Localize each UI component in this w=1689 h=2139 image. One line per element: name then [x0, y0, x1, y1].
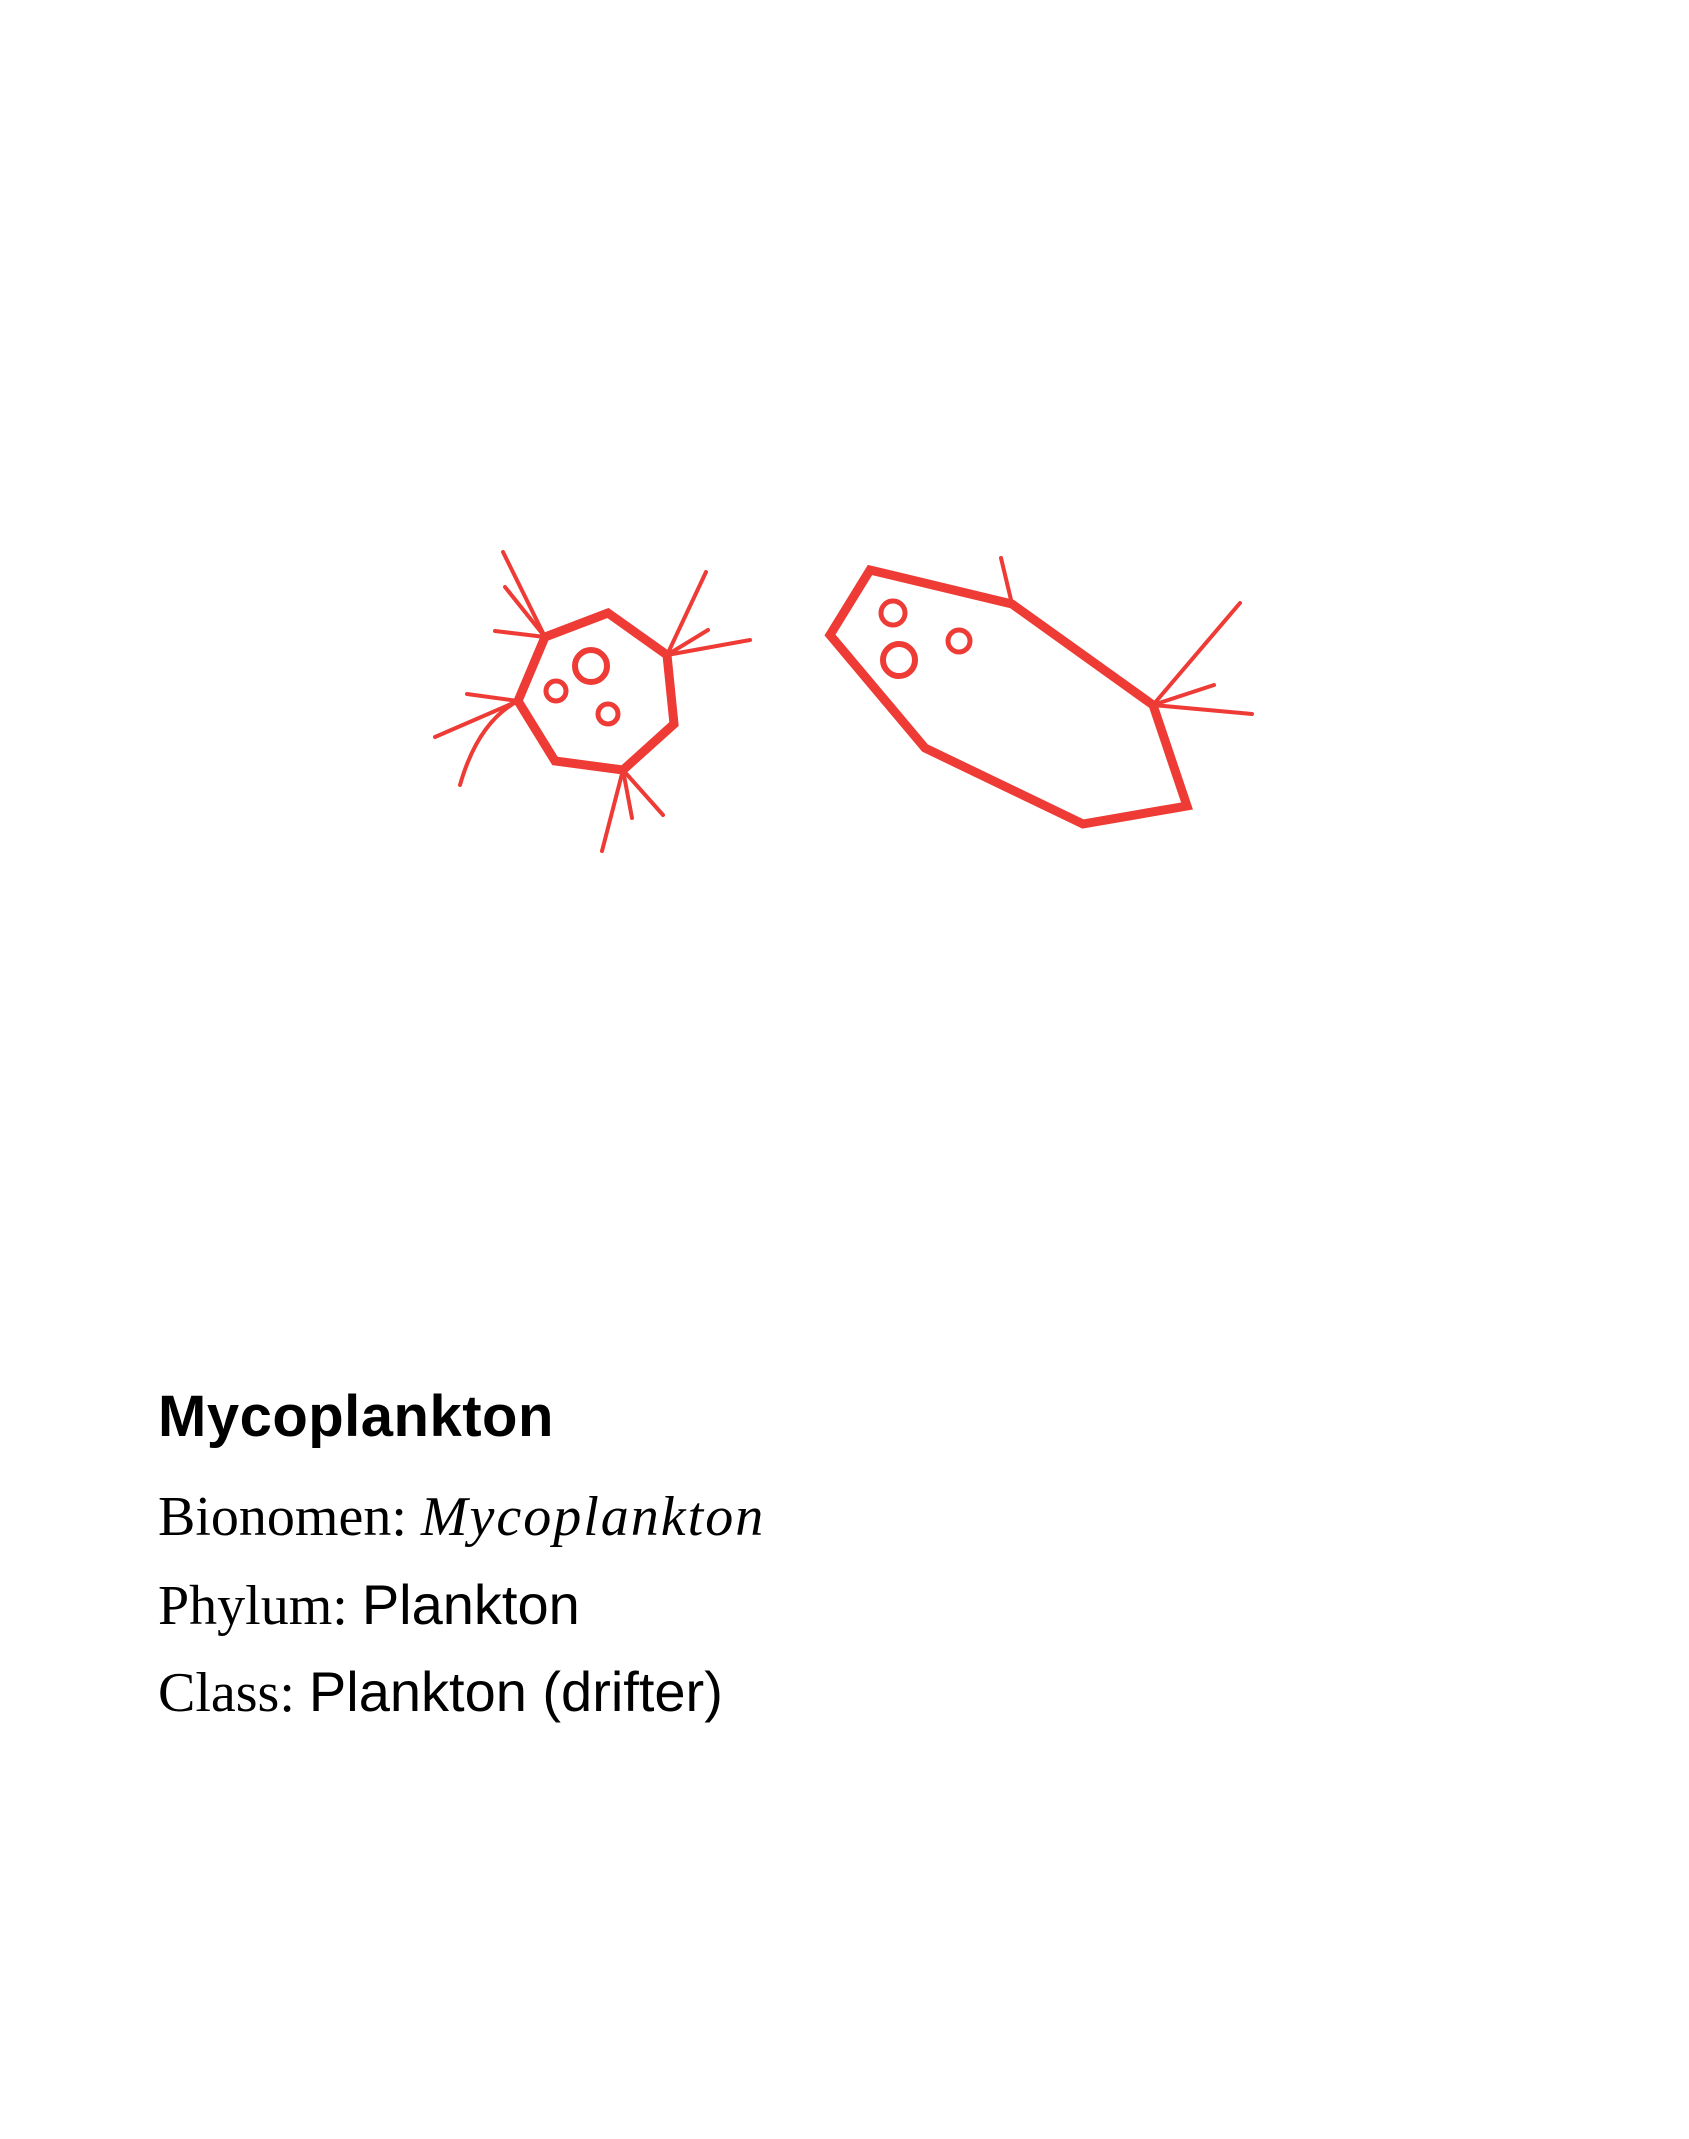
class-label: Class: — [158, 1662, 309, 1724]
elongated-plankton-cell-icon — [824, 556, 1254, 829]
bionomen-label: Bionomen: — [158, 1486, 421, 1548]
phylum-value: Plankton — [361, 1573, 580, 1636]
round-plankton-cell-icon — [433, 550, 752, 853]
phylum-label: Phylum: — [158, 1575, 362, 1637]
class-value: Plankton (drifter) — [308, 1660, 723, 1723]
class-row: Class: Plankton (drifter) — [158, 1648, 1558, 1735]
bionomen-value: Mycoplankton — [420, 1486, 766, 1548]
species-title: Mycoplankton — [158, 1384, 554, 1449]
species-caption: Mycoplankton Bionomen: Mycoplankton Phyl… — [158, 1382, 1558, 1735]
bionomen-row: Bionomen: Mycoplankton — [158, 1474, 1558, 1561]
phylum-row: Phylum: Plankton — [158, 1561, 1558, 1648]
plankton-illustration-icon — [433, 550, 1254, 853]
